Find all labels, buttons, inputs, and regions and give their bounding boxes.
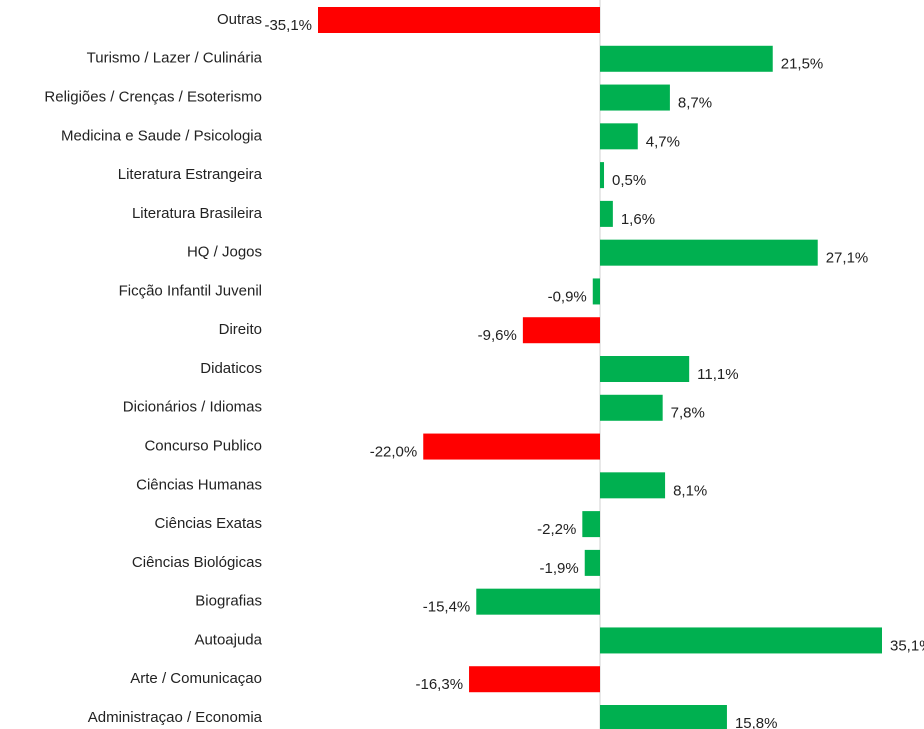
value-label: -0,9% [548, 288, 587, 305]
bar [469, 666, 600, 693]
value-label: 35,1% [890, 637, 924, 654]
category-label: Literatura Brasileira [132, 205, 263, 222]
bar [600, 200, 613, 227]
bar [600, 84, 670, 111]
value-label: 0,5% [612, 172, 646, 189]
bar [600, 45, 773, 72]
bar [423, 433, 600, 460]
category-label: HQ / Jogos [187, 244, 262, 261]
value-label: 8,1% [673, 482, 707, 499]
value-label: 4,7% [646, 133, 680, 150]
bar [600, 394, 663, 421]
category-label: Turismo / Lazer / Culinária [87, 50, 263, 67]
category-label: Religiões / Crenças / Esoterismo [44, 89, 262, 106]
value-label: -35,1% [264, 17, 312, 34]
bar [600, 239, 818, 266]
bar [600, 162, 605, 189]
value-label: 8,7% [678, 95, 712, 112]
category-label: Autoajuda [194, 631, 262, 648]
category-label: Ciências Humanas [136, 476, 262, 493]
bar [476, 588, 600, 615]
category-label: Biografias [195, 593, 262, 610]
bar [600, 705, 727, 729]
category-label: Ficção Infantil Juvenil [119, 282, 262, 299]
bar [600, 123, 638, 150]
value-label: -2,2% [537, 521, 576, 538]
category-label: Dicionários / Idiomas [123, 399, 262, 416]
bar [600, 356, 690, 382]
value-label: 15,8% [735, 715, 778, 729]
value-label: 11,1% [697, 366, 738, 383]
category-label: Concurso Publico [144, 438, 262, 455]
category-label: Administraçao / Economia [88, 709, 263, 726]
value-label: -9,6% [478, 327, 517, 344]
category-label: Medicina e Saude / Psicologia [61, 127, 263, 144]
value-label: -1,9% [540, 560, 579, 577]
category-label: Ciências Exatas [154, 515, 262, 532]
value-label: -22,0% [370, 444, 418, 461]
bar [582, 511, 600, 538]
value-label: -16,3% [416, 676, 464, 693]
category-label: Ciências Biológicas [132, 554, 262, 571]
bar [318, 7, 600, 33]
value-label: 1,6% [621, 211, 655, 228]
bar [522, 317, 600, 344]
bar [600, 472, 666, 499]
category-label: Outras [217, 11, 262, 28]
value-label: 27,1% [826, 250, 869, 267]
value-label: 7,8% [671, 405, 705, 422]
bar [584, 549, 600, 576]
category-label: Literatura Estrangeira [118, 166, 263, 183]
value-label: 21,5% [781, 56, 824, 73]
bar [592, 278, 600, 305]
bar [600, 627, 882, 654]
category-label: Arte / Comunicaçao [130, 670, 262, 687]
category-label: Didaticos [200, 360, 262, 377]
category-label: Direito [219, 321, 262, 338]
value-label: -15,4% [423, 599, 471, 616]
